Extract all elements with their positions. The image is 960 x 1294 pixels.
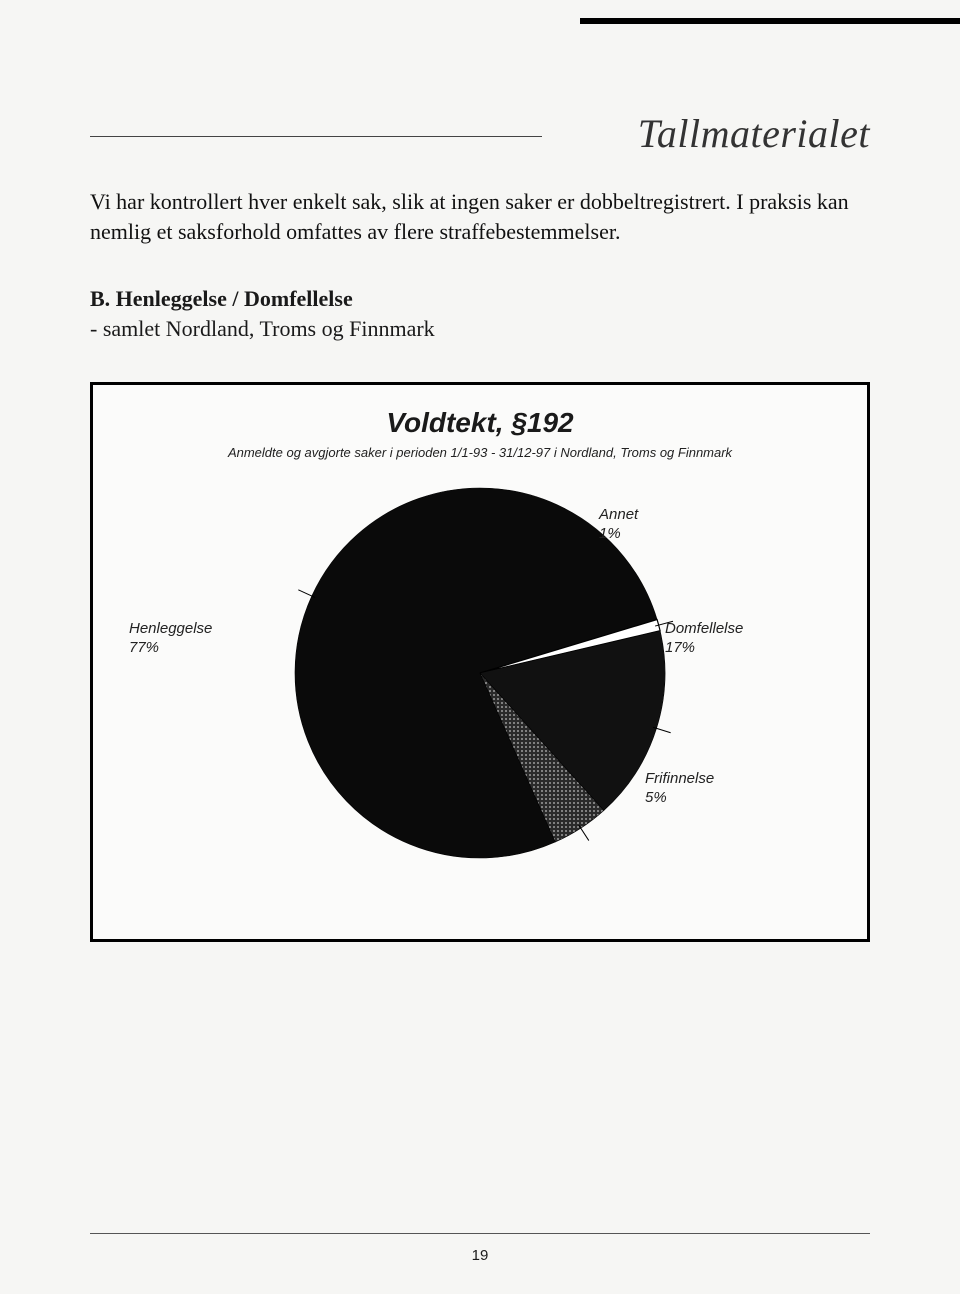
section-b-heading: B. Henleggelse / Domfellelse — [90, 286, 870, 312]
pie-label-pct: 77% — [129, 639, 212, 658]
pie-chart-container: Voldtekt, §192 Anmeldte og avgjorte sake… — [90, 382, 870, 942]
pie-label-henleggelse: Henleggelse77% — [129, 620, 212, 658]
header-rule — [90, 136, 542, 137]
intro-paragraph: Vi har kontrollert hver enkelt sak, slik… — [90, 187, 870, 246]
pie-label-frifinnelse: Frifinnelse5% — [645, 770, 714, 808]
pie-label-pct: 1% — [599, 525, 638, 544]
pie-label-name: Domfellelse — [665, 620, 743, 639]
pie-label-domfellelse: Domfellelse17% — [665, 620, 743, 658]
header: Tallmaterialet — [90, 110, 870, 157]
section-title: Tallmaterialet — [90, 110, 870, 157]
pie-label-pct: 5% — [645, 789, 714, 808]
page-number: 19 — [0, 1247, 960, 1264]
pie-chart: Henleggelse77% Annet1% Domfellelse17% Frifi… — [117, 470, 843, 910]
top-accent-bar — [580, 18, 960, 24]
pie-label-name: Frifinnelse — [645, 770, 714, 789]
chart-title: Voldtekt, §192 — [117, 407, 843, 439]
chart-subtitle: Anmeldte og avgjorte saker i perioden 1/… — [117, 445, 843, 460]
pie-label-name: Annet — [599, 506, 638, 525]
footer-rule — [90, 1233, 870, 1234]
section-b-subheading: - samlet Nordland, Troms og Finnmark — [90, 316, 870, 342]
pie-label-pct: 17% — [665, 639, 743, 658]
pie-label-name: Henleggelse — [129, 620, 212, 639]
pie-label-annet: Annet1% — [599, 506, 638, 544]
